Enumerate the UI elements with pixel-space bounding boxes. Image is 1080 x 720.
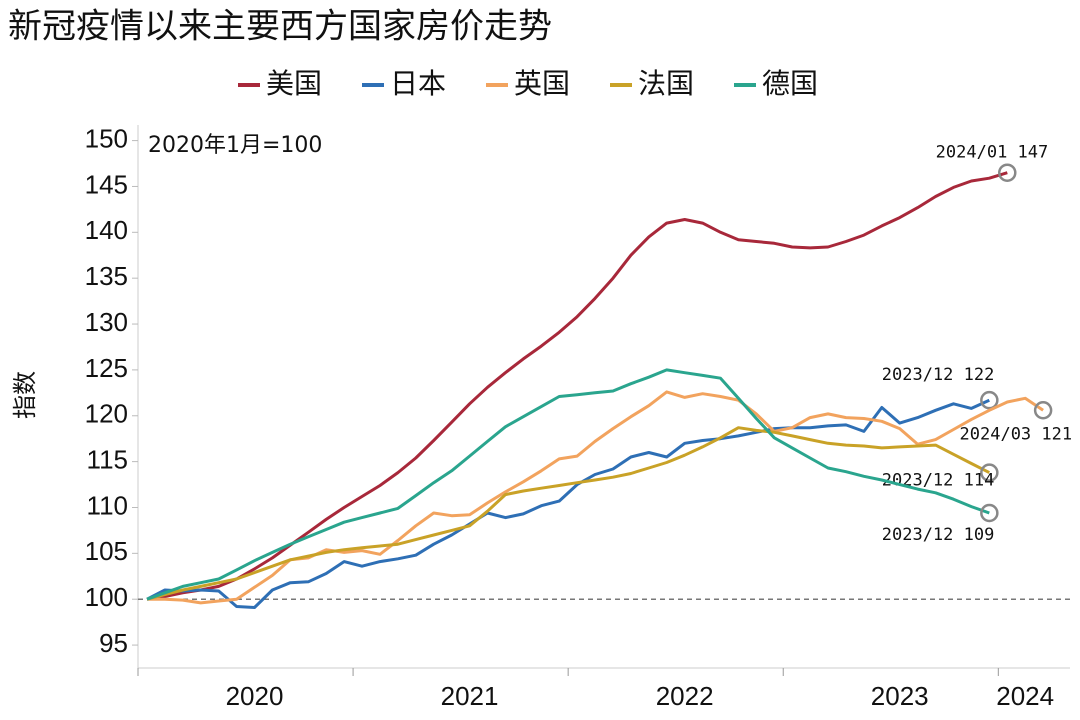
series-line bbox=[147, 390, 1044, 605]
y-tick-label: 130 bbox=[85, 307, 128, 337]
legend-label: 美国 bbox=[266, 67, 322, 100]
legend-label: 德国 bbox=[762, 67, 818, 100]
chart-title: 新冠疫情以来主要西方国家房价走势 bbox=[8, 7, 552, 47]
legend-label: 法国 bbox=[638, 67, 694, 100]
series-line bbox=[146, 426, 990, 601]
x-tick-label: 2021 bbox=[441, 681, 499, 711]
y-tick-label: 135 bbox=[85, 261, 128, 291]
x-tick-label: 2024 bbox=[996, 681, 1054, 711]
y-tick-label: 105 bbox=[85, 536, 128, 566]
note: 2020年1月=100 bbox=[148, 133, 322, 158]
annotation: 2024/01 147 bbox=[936, 143, 1049, 163]
end-marker bbox=[980, 390, 999, 410]
annotation: 2024/03 121 bbox=[960, 424, 1073, 444]
y-tick-label: 120 bbox=[85, 399, 128, 429]
y-tick-label: 150 bbox=[85, 123, 128, 153]
y-tick-label: 125 bbox=[85, 353, 128, 383]
series-line bbox=[146, 171, 1008, 601]
x-tick-label: 2023 bbox=[871, 681, 929, 711]
y-tick-label: 140 bbox=[85, 215, 128, 245]
y-tick-label: 100 bbox=[85, 582, 128, 612]
y-tick-label: 145 bbox=[85, 169, 128, 199]
legend-label: 英国 bbox=[514, 67, 570, 100]
end-marker bbox=[1033, 401, 1053, 420]
legend-label: 日本 bbox=[390, 67, 446, 100]
y-tick-label: 95 bbox=[99, 628, 128, 658]
annotation: 2023/12 109 bbox=[882, 525, 995, 545]
end-marker bbox=[980, 503, 999, 523]
y-axis-label: 指数 bbox=[11, 371, 39, 419]
end-marker bbox=[998, 163, 1017, 182]
end-marker bbox=[980, 463, 999, 482]
x-tick-label: 2020 bbox=[226, 681, 284, 711]
y-tick-label: 110 bbox=[87, 490, 128, 520]
series-line bbox=[146, 398, 990, 609]
series-line bbox=[146, 368, 990, 601]
annotation: 2023/12 122 bbox=[882, 365, 995, 385]
annotation: 2023/12 114 bbox=[882, 471, 995, 491]
y-tick-label: 115 bbox=[87, 444, 128, 474]
x-tick-label: 2022 bbox=[656, 681, 714, 711]
